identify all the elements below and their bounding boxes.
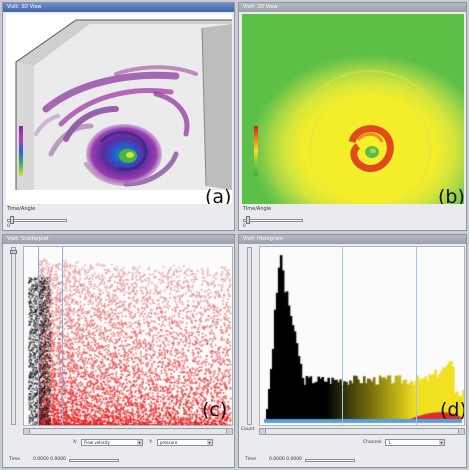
color-legend-bar bbox=[19, 126, 23, 176]
dropdown-arrow-icon[interactable]: ▾ bbox=[207, 440, 212, 445]
panel-histogram: VisIt: Histogram (d) Count Channel 1 ▾ T… bbox=[238, 234, 467, 468]
scroll-left-icon[interactable] bbox=[24, 429, 30, 434]
time-angle-label-a: Time/Angle bbox=[7, 206, 36, 212]
2d-field-scene bbox=[291, 70, 449, 204]
scatterplot-points bbox=[24, 247, 232, 425]
time-range-c: 0.0000 0.0000 bbox=[33, 457, 66, 462]
dropdown-arrow-icon[interactable]: ▾ bbox=[439, 440, 444, 445]
selection-line-right bbox=[62, 247, 63, 425]
count-label: Count bbox=[241, 427, 255, 432]
histogram-horizontal-scrollbar[interactable] bbox=[259, 428, 465, 435]
panel-label-a: (a) bbox=[205, 186, 232, 204]
panel-2d-view: VisIt: 2D View (b) Time/Angle 0 bbox=[238, 2, 467, 231]
y-axis-label: Y: bbox=[149, 440, 153, 445]
channel-select[interactable]: 1 ▾ bbox=[385, 439, 445, 446]
x-variable-select[interactable]: Flow velocity ▾ bbox=[81, 439, 143, 446]
scatterplot-vertical-slider[interactable] bbox=[10, 247, 17, 425]
time-angle-slider-b[interactable]: Time/Angle 0 bbox=[243, 206, 323, 229]
panel-label-b: (b) bbox=[438, 186, 464, 204]
scroll-left-icon[interactable] bbox=[260, 429, 266, 434]
2d-render-viewport[interactable]: (b) bbox=[242, 14, 464, 204]
panel-label-c: (c) bbox=[202, 399, 228, 421]
scatterplot-canvas[interactable]: (c) bbox=[23, 246, 233, 426]
time-angle-slider-a[interactable]: Time/Angle 0 bbox=[7, 206, 87, 229]
y-variable-select[interactable]: pressure ▾ bbox=[157, 439, 213, 446]
slider-track-a[interactable] bbox=[7, 219, 67, 222]
3d-render-viewport[interactable]: (a) bbox=[6, 14, 232, 204]
dropdown-arrow-icon[interactable]: ▾ bbox=[137, 440, 142, 445]
3d-render-scene bbox=[15, 19, 232, 190]
panel-title-histogram: VisIt: Histogram bbox=[239, 235, 466, 244]
y-variable-value: pressure bbox=[160, 440, 178, 445]
slider-thumb-b[interactable] bbox=[246, 216, 250, 224]
channel-value: 1 bbox=[388, 440, 391, 445]
time-angle-label-b: Time/Angle bbox=[243, 206, 272, 212]
panel-title-3d-view: VisIt: 3D View bbox=[3, 3, 234, 12]
slider-value-b: 0 bbox=[243, 224, 246, 229]
panel-scatterplot: VisIt: Scatterplot (c) X: Flow velocity … bbox=[2, 234, 235, 468]
x-variable-value: Flow velocity bbox=[84, 440, 111, 445]
color-legend-bar bbox=[254, 126, 258, 176]
time-label-c: Time bbox=[9, 457, 21, 462]
scroll-right-icon[interactable] bbox=[458, 429, 464, 434]
panel-title-2d-view: VisIt: 2D View bbox=[239, 3, 466, 12]
scroll-right-icon[interactable] bbox=[226, 429, 232, 434]
time-label-d: Time bbox=[245, 457, 257, 462]
time-slider-d[interactable] bbox=[305, 459, 355, 462]
panel-title-scatterplot: VisIt: Scatterplot bbox=[3, 235, 234, 244]
histogram-canvas[interactable]: (d) bbox=[259, 246, 465, 426]
time-slider-c[interactable] bbox=[69, 459, 119, 462]
x-axis-label: X: bbox=[73, 440, 78, 445]
selection-line-left bbox=[342, 247, 343, 425]
slider-value-a: 0 bbox=[7, 224, 10, 229]
panel-label-d: (d) bbox=[440, 399, 465, 421]
panel-3d-view: VisIt: 3D View bbox=[2, 2, 235, 231]
scatterplot-horizontal-scrollbar[interactable] bbox=[23, 428, 233, 435]
channel-label: Channel bbox=[363, 440, 382, 445]
vertical-slider-thumb[interactable] bbox=[10, 250, 17, 254]
selection-line-left bbox=[38, 247, 39, 425]
selection-line-right bbox=[416, 247, 417, 425]
time-range-d: 0.0000 0.0000 bbox=[269, 457, 302, 462]
slider-thumb-a[interactable] bbox=[10, 216, 14, 224]
slider-track-b[interactable] bbox=[243, 219, 303, 222]
histogram-vertical-slider[interactable] bbox=[247, 247, 252, 425]
histogram-bars bbox=[260, 247, 464, 425]
